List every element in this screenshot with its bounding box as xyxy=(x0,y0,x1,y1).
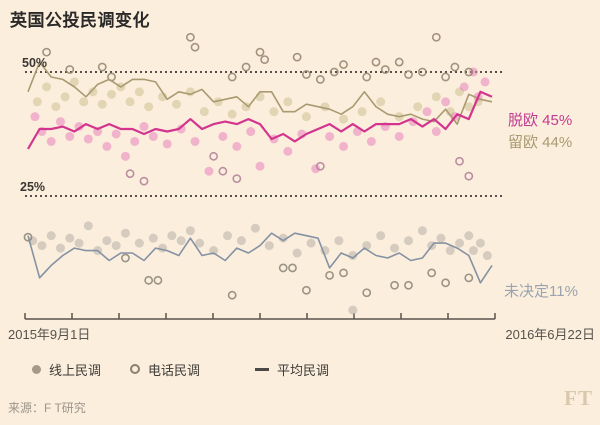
page-title: 英国公投民调变化 xyxy=(10,11,150,30)
open-dot-icon xyxy=(130,364,140,374)
legend-phone-label: 电话民调 xyxy=(148,362,201,378)
poll-chart-canvas xyxy=(23,32,502,320)
undecided-annotation: 未决定11% xyxy=(504,283,578,300)
leave-annotation: 脱欧 45% xyxy=(508,112,573,129)
legend-item-average-polls: 平均民调 xyxy=(255,361,330,378)
source-note: 来源：F T研究 xyxy=(8,401,86,415)
filled-dot-icon xyxy=(32,364,41,374)
reference-label-25: 25% xyxy=(20,180,46,194)
legend-item-online-polls: 线上民调 xyxy=(32,361,102,378)
ft-logo: FT xyxy=(564,386,593,410)
legend-online-label: 线上民调 xyxy=(49,362,102,378)
x-axis-end-label: 2016年6月22日 xyxy=(505,327,595,342)
remain-annotation: 留欧 44% xyxy=(508,134,573,151)
legend-average-label: 平均民调 xyxy=(277,362,330,378)
legend-item-phone-polls: 电话民调 xyxy=(130,361,201,378)
reference-label-50: 50% xyxy=(22,56,48,70)
x-axis-start-label: 2015年9月1日 xyxy=(8,327,91,342)
line-dash-icon xyxy=(255,367,269,371)
